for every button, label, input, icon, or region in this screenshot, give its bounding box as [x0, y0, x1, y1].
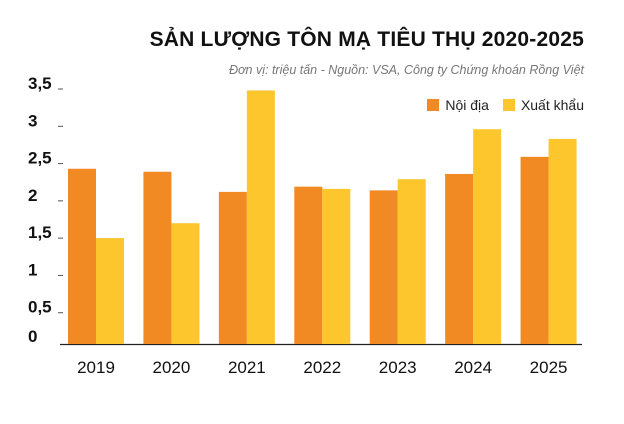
bar-export-2024 [473, 129, 502, 344]
legend-swatch-domestic [427, 99, 440, 111]
legend-swatch-export [502, 99, 515, 111]
y-tick-label: 0,5 [28, 298, 52, 317]
y-tick-label: 1 [28, 260, 37, 279]
bar-domestic-2023 [369, 190, 398, 344]
x-tick-label: 2024 [454, 358, 492, 377]
bar-export-2021 [246, 90, 275, 344]
bar-domestic-2022 [294, 186, 323, 344]
x-tick-label: 2023 [379, 358, 417, 377]
legend-label-export: Xuất khẩu [520, 97, 584, 113]
bar-export-2022 [322, 188, 351, 344]
bar-domestic-2020 [143, 171, 172, 344]
y-tick-label: 1,5 [28, 223, 52, 242]
x-tick-label: 2019 [77, 358, 115, 377]
bar-export-2020 [171, 223, 200, 344]
chart-title: SẢN LƯỢNG TÔN MẠ TIÊU THỤ 2020-2025 [149, 28, 584, 51]
x-tick-label: 2022 [303, 358, 341, 377]
y-tick-label: 3 [28, 111, 37, 130]
legend: Nội địa Xuất khẩu [413, 97, 584, 113]
legend-item-domestic: Nội địa [427, 97, 489, 113]
x-tick-label: 2025 [530, 358, 568, 377]
y-tick-label: 0 [28, 327, 37, 346]
x-tick-label: 2021 [228, 358, 266, 377]
bar-export-2025 [548, 138, 577, 344]
y-tick-label: 2,5 [28, 149, 52, 168]
y-tick-label: 3,5 [28, 74, 52, 93]
bar-domestic-2024 [445, 173, 474, 344]
chart-subtitle: Đơn vị: triệu tấn - Nguồn: VSA, Công ty … [228, 63, 584, 77]
x-tick-label: 2020 [153, 358, 191, 377]
y-tick-label: 2 [28, 186, 37, 205]
bar-domestic-2025 [520, 156, 549, 344]
bar-export-2019 [96, 238, 124, 344]
bar-export-2023 [397, 179, 426, 344]
legend-item-export: Xuất khẩu [502, 97, 584, 113]
bar-domestic-2019 [68, 168, 96, 344]
legend-label-domestic: Nội địa [445, 97, 489, 113]
bar-domestic-2021 [218, 191, 247, 344]
